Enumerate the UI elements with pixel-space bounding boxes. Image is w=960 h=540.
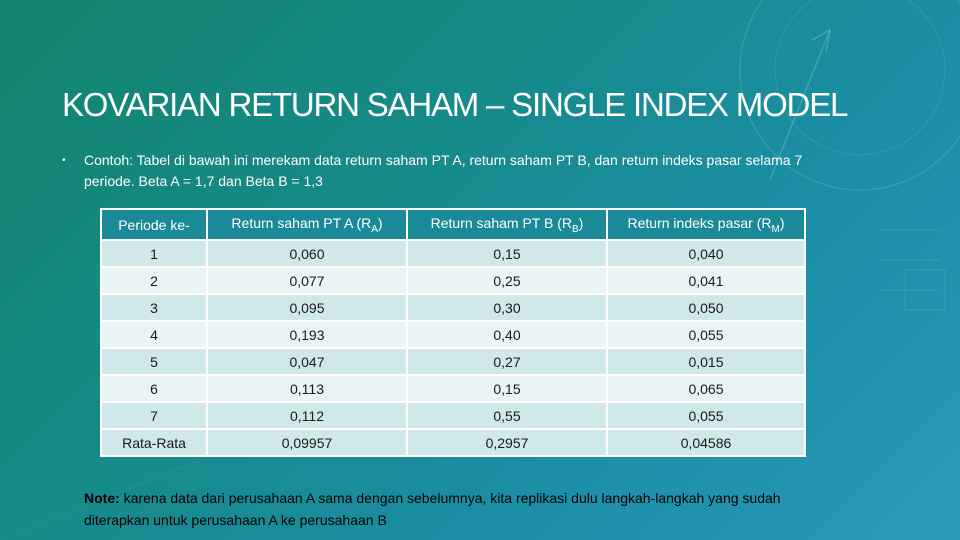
- cell-return-b: 0,25: [406, 266, 608, 295]
- header-return-b: Return saham PT B (RB): [406, 208, 608, 241]
- cell-return-a: 0,193: [206, 320, 408, 349]
- cell-period: 3: [100, 293, 208, 322]
- cell-return-b: 0,40: [406, 320, 608, 349]
- cell-period: 1: [100, 239, 208, 268]
- header-return-a: Return saham PT A (RA): [206, 208, 408, 241]
- cell-return-market: 0,015: [606, 347, 806, 376]
- slide-title: KOVARIAN RETURN SAHAM – SINGLE INDEX MOD…: [62, 86, 848, 123]
- table-row: 6 0,113 0,15 0,065: [100, 374, 806, 403]
- table-average-row: Rata-Rata 0,09957 0,2957 0,04586: [100, 428, 806, 457]
- table-row: 7 0,112 0,55 0,055: [100, 401, 806, 430]
- note-paragraph: Note: karena data dari perusahaan A sama…: [84, 487, 844, 531]
- return-table: Periode ke- Return saham PT A (RA) Retur…: [100, 208, 806, 457]
- table-row: 5 0,047 0,27 0,015: [100, 347, 806, 376]
- cell-return-market: 0,041: [606, 266, 806, 295]
- cell-average-b: 0,2957: [406, 428, 608, 457]
- table-header-row: Periode ke- Return saham PT A (RA) Retur…: [100, 208, 806, 241]
- cell-return-b: 0,55: [406, 401, 608, 430]
- cell-period: 4: [100, 320, 208, 349]
- cell-return-a: 0,112: [206, 401, 408, 430]
- cell-return-b: 0,15: [406, 374, 608, 403]
- bullet-icon: •: [62, 155, 66, 166]
- cell-return-market: 0,055: [606, 320, 806, 349]
- cell-average-a: 0,09957: [206, 428, 408, 457]
- intro-text: Contoh: Tabel di bawah ini merekam data …: [84, 152, 803, 189]
- cell-return-a: 0,113: [206, 374, 408, 403]
- cell-return-a: 0,047: [206, 347, 408, 376]
- cell-return-b: 0,27: [406, 347, 608, 376]
- cell-return-market: 0,040: [606, 239, 806, 268]
- cell-return-market: 0,065: [606, 374, 806, 403]
- cell-average-label: Rata-Rata: [100, 428, 208, 457]
- table-row: 4 0,193 0,40 0,055: [100, 320, 806, 349]
- cell-period: 7: [100, 401, 208, 430]
- cell-return-b: 0,30: [406, 293, 608, 322]
- cell-return-market: 0,055: [606, 401, 806, 430]
- cell-return-b: 0,15: [406, 239, 608, 268]
- cell-period: 6: [100, 374, 208, 403]
- intro-paragraph: • Contoh: Tabel di bawah ini merekam dat…: [62, 150, 822, 192]
- cell-average-market: 0,04586: [606, 428, 806, 457]
- cell-period: 5: [100, 347, 208, 376]
- cell-return-a: 0,095: [206, 293, 408, 322]
- note-label: Note:: [84, 490, 120, 506]
- cell-period: 2: [100, 266, 208, 295]
- cell-return-a: 0,060: [206, 239, 408, 268]
- table-row: 1 0,060 0,15 0,040: [100, 239, 806, 268]
- header-return-market: Return indeks pasar (RM): [606, 208, 806, 241]
- table-row: 2 0,077 0,25 0,041: [100, 266, 806, 295]
- cell-return-market: 0,050: [606, 293, 806, 322]
- table-row: 3 0,095 0,30 0,050: [100, 293, 806, 322]
- cell-return-a: 0,077: [206, 266, 408, 295]
- header-period: Periode ke-: [100, 208, 208, 241]
- note-text: karena data dari perusahaan A sama denga…: [84, 490, 781, 528]
